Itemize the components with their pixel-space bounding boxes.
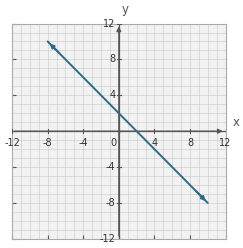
Text: -8: -8 (106, 198, 115, 208)
Text: 8: 8 (109, 54, 115, 64)
Text: 12: 12 (103, 19, 115, 29)
Text: -12: -12 (99, 234, 115, 244)
Text: 4: 4 (151, 138, 157, 148)
Text: -12: -12 (4, 138, 20, 148)
Text: 4: 4 (109, 90, 115, 100)
Text: -4: -4 (106, 162, 115, 172)
Text: -8: -8 (43, 138, 52, 148)
Text: 12: 12 (219, 138, 232, 148)
Text: y: y (122, 3, 129, 16)
Text: -4: -4 (78, 138, 88, 148)
Text: 0: 0 (110, 138, 116, 148)
Text: 8: 8 (187, 138, 193, 148)
Text: x: x (233, 116, 240, 129)
